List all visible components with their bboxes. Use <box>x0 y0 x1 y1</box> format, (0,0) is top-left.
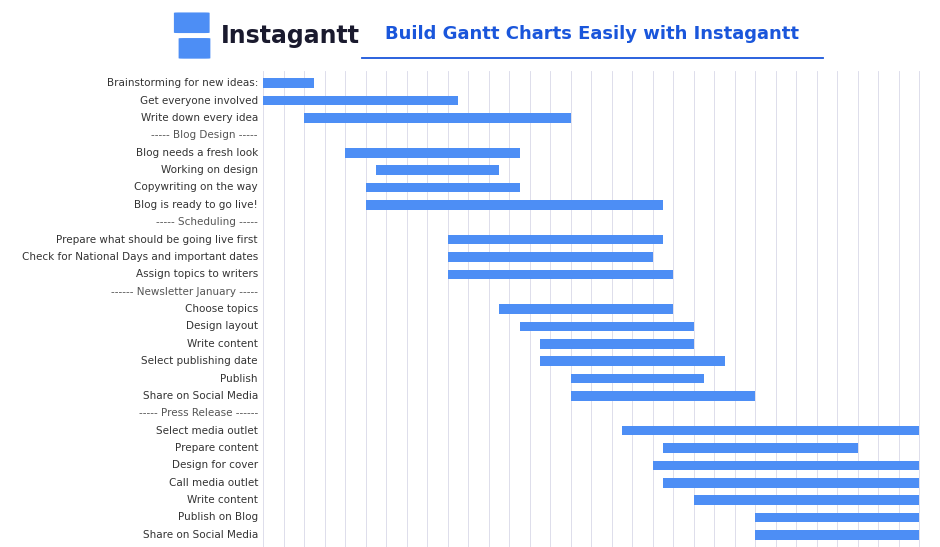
Bar <box>571 391 756 400</box>
Text: Write content: Write content <box>187 339 258 349</box>
Text: Check for National Days and important dates: Check for National Days and important da… <box>22 252 258 262</box>
Text: Instagantt: Instagantt <box>221 24 360 48</box>
Text: Call media outlet: Call media outlet <box>168 478 258 488</box>
Text: Share on Social Media: Share on Social Media <box>143 391 258 401</box>
Bar <box>345 148 520 158</box>
Text: Write down every idea: Write down every idea <box>141 113 258 123</box>
Bar <box>305 113 571 123</box>
Text: ----- Scheduling -----: ----- Scheduling ----- <box>156 217 258 227</box>
Bar <box>376 165 499 175</box>
Bar <box>366 183 520 192</box>
Bar <box>263 78 315 88</box>
FancyBboxPatch shape <box>174 13 210 33</box>
Bar <box>366 200 663 210</box>
Text: Select publishing date: Select publishing date <box>141 356 258 366</box>
Text: Get everyone involved: Get everyone involved <box>140 96 258 106</box>
Text: Blog needs a fresh look: Blog needs a fresh look <box>135 148 258 158</box>
Bar <box>447 235 663 245</box>
Text: Publish on Blog: Publish on Blog <box>178 513 258 522</box>
Bar <box>499 304 673 314</box>
Text: Copywriting on the way: Copywriting on the way <box>134 183 258 193</box>
Text: ----- Press Release ------: ----- Press Release ------ <box>139 408 258 418</box>
Text: Prepare content: Prepare content <box>175 443 258 453</box>
Text: Working on design: Working on design <box>161 165 258 175</box>
Bar <box>263 96 458 106</box>
Bar <box>694 496 919 505</box>
Bar <box>540 357 725 366</box>
Text: Share on Social Media: Share on Social Media <box>143 530 258 540</box>
Text: Design for cover: Design for cover <box>172 461 258 470</box>
Text: Publish: Publish <box>221 374 258 383</box>
Bar <box>663 478 919 487</box>
Text: Write content: Write content <box>187 495 258 505</box>
Bar <box>571 374 704 383</box>
Bar <box>447 252 653 261</box>
Bar <box>756 530 919 540</box>
Text: Build Gantt Charts Easily with Instagantt: Build Gantt Charts Easily with Instagant… <box>385 25 799 43</box>
Text: Blog is ready to go live!: Blog is ready to go live! <box>134 200 258 210</box>
Text: Select media outlet: Select media outlet <box>156 426 258 435</box>
Bar <box>663 443 858 453</box>
Text: ------ Newsletter January -----: ------ Newsletter January ----- <box>111 287 258 296</box>
Text: Design layout: Design layout <box>186 322 258 331</box>
Text: Assign topics to writers: Assign topics to writers <box>135 269 258 280</box>
Text: ----- Blog Design -----: ----- Blog Design ----- <box>151 130 258 141</box>
Text: Prepare what should be going live first: Prepare what should be going live first <box>56 235 258 245</box>
Bar <box>622 426 919 435</box>
Bar <box>447 270 673 279</box>
Text: Brainstorming for new ideas:: Brainstorming for new ideas: <box>106 78 258 88</box>
Bar <box>653 461 919 470</box>
Bar <box>520 322 694 331</box>
FancyBboxPatch shape <box>179 38 211 59</box>
Text: Choose topics: Choose topics <box>184 304 258 314</box>
Bar <box>756 513 919 522</box>
Bar <box>540 339 694 348</box>
